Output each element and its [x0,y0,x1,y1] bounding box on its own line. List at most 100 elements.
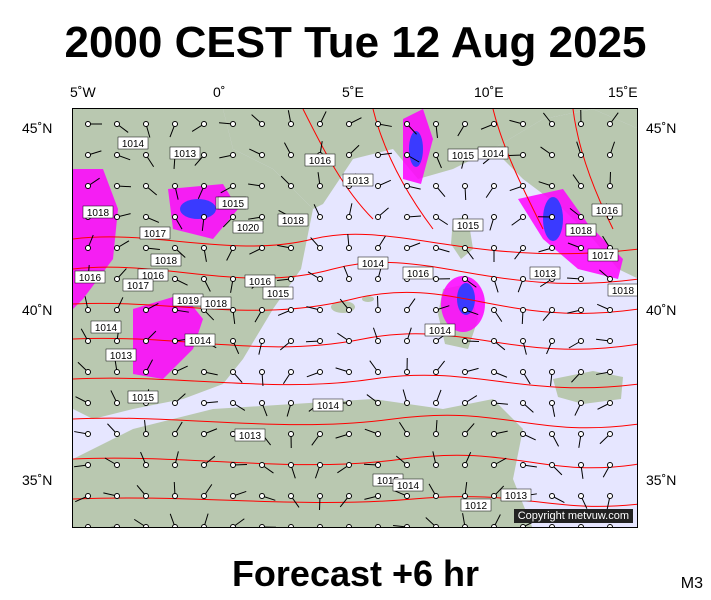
wind-station-marker [288,307,294,313]
wind-station-marker [288,183,294,189]
wind-station-marker [317,214,323,220]
wind-station-marker [114,369,120,375]
wind-station-marker [491,462,497,468]
wind-station-marker [317,338,323,344]
wind-station-marker [114,338,120,344]
wind-station-marker [85,493,91,499]
isobar-label-text: 1018 [612,286,635,297]
wind-station-marker [607,276,613,282]
wind-station-marker [520,183,526,189]
isobar-label-text: 1014 [429,326,452,337]
wind-station-marker [230,214,236,220]
wind-station-marker [143,369,149,375]
wind-station-marker [404,152,410,158]
isobar-label: 1012 [460,498,492,512]
wind-station-marker [375,121,381,127]
isobar-label: 1020 [232,220,264,234]
wind-station-marker [404,338,410,344]
wind-station-marker [201,493,207,499]
wind-station-marker [143,245,149,251]
wind-station-marker [288,462,294,468]
isobar-label-text: 1014 [189,336,212,347]
wind-station-marker [114,183,120,189]
wind-station-marker [346,152,352,158]
isobar-label: 1017 [587,248,619,262]
isobar-label: 1014 [90,320,122,334]
wind-station-marker [549,524,555,527]
wind-station-marker [578,276,584,282]
wind-station-marker [230,276,236,282]
wind-station-marker [375,369,381,375]
wind-station-marker [259,245,265,251]
wind-station-marker [375,245,381,251]
lat-tick-35n-left: 35˚N [22,472,53,488]
wind-station-marker [433,183,439,189]
wind-station-marker [201,245,207,251]
isobar-label-text: 1013 [347,176,370,187]
wind-station-marker [201,369,207,375]
wind-station-marker [230,307,236,313]
wind-station-marker [346,214,352,220]
isobar-label-text: 1013 [174,149,197,160]
wind-station-marker [172,431,178,437]
isobar-label-text: 1015 [377,476,400,487]
wind-station-marker [404,121,410,127]
wind-station-marker [85,524,91,527]
wind-station-marker [259,462,265,468]
isobar-label-text: 1015 [457,221,480,232]
wind-station-marker [578,493,584,499]
lon-tick-5w-top: 5˚W [70,84,96,100]
isobar-label: 1018 [607,283,637,297]
wind-station-marker [114,214,120,220]
isobar-label-text: 1014 [362,259,385,270]
wind-station-marker [462,369,468,375]
copyright-notice: Copyright metvuw.com [513,509,633,523]
isobar-label-text: 1020 [237,223,260,234]
wind-station-marker [346,338,352,344]
isobar-label-text: 1019 [177,296,200,307]
isobar-label-text: 1016 [79,273,102,284]
wind-station-marker [375,183,381,189]
wind-station-marker [259,214,265,220]
wind-station-marker [520,369,526,375]
wind-station-marker [491,369,497,375]
wind-station-marker [549,493,555,499]
wind-station-marker [549,431,555,437]
wind-station-marker [433,245,439,251]
wind-station-marker [433,462,439,468]
wind-station-marker [549,307,555,313]
isobar-label: 1013 [105,348,137,362]
wind-station-marker [143,121,149,127]
wind-station-marker [288,245,294,251]
wind-station-marker [85,121,91,127]
wind-station-marker [230,121,236,127]
isobar-label: 1016 [402,266,434,280]
wind-station-marker [520,400,526,406]
isobar-label: 1014 [312,398,344,412]
wind-station-marker [578,524,584,527]
isobar-label-text: 1013 [534,269,557,280]
wind-station-marker [143,183,149,189]
isobar-label: 1016 [137,268,169,282]
wind-station-marker [578,152,584,158]
isobar-label: 1017 [122,278,154,292]
wind-station-marker [346,276,352,282]
wind-station-marker [201,276,207,282]
wind-station-marker [172,400,178,406]
wind-station-marker [317,307,323,313]
wind-station-marker [375,276,381,282]
wind-station-marker [404,245,410,251]
wind-station-marker [259,524,265,527]
isobar-label-text: 1014 [317,401,340,412]
wind-station-marker [114,121,120,127]
france-land [223,109,637,209]
wind-station-marker [172,276,178,282]
wind-station-marker [288,121,294,127]
wind-station-marker [375,400,381,406]
wind-station-marker [520,121,526,127]
wind-station-marker [578,183,584,189]
wind-station-marker [462,183,468,189]
wind-station-marker [259,121,265,127]
wind-station-marker [143,462,149,468]
lon-tick-0-top: 0˚ [213,84,226,100]
